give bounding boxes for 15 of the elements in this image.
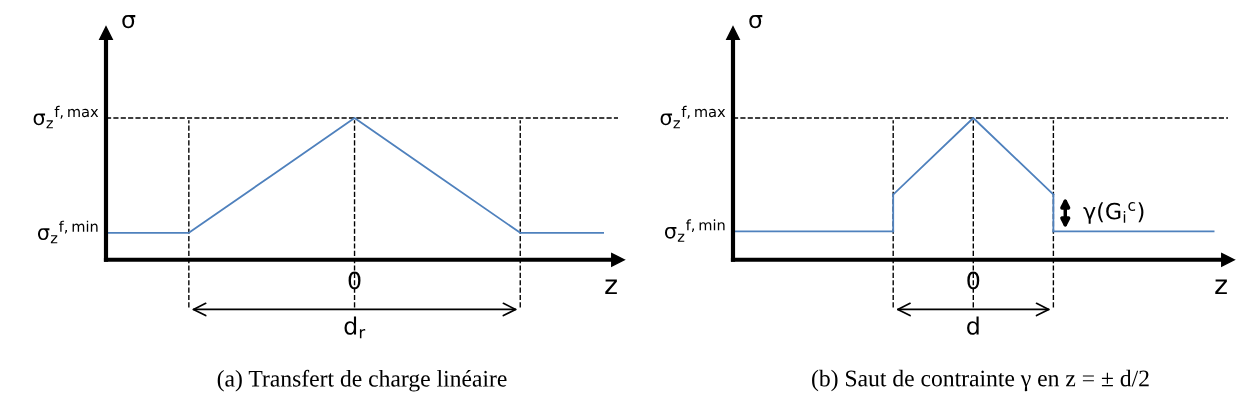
text: d xyxy=(967,316,979,335)
text: d$_{r}$ xyxy=(344,316,366,339)
text: σ$_{z}$$^{f,min}$ xyxy=(664,219,725,242)
annotation: γ(G$_{i}$$^{c}$) xyxy=(1083,202,1144,224)
y-axis-title: σ xyxy=(749,15,763,29)
x-axis-title: z xyxy=(1215,279,1227,295)
text: (a) Transfert de charge linéaire xyxy=(217,369,507,392)
text: (b) Saut de contrainte γ en z = ± d/2 xyxy=(812,369,1149,392)
text: σ$_{z}$$^{f,min}$ xyxy=(37,220,98,244)
text: 0 xyxy=(967,271,980,290)
text: σ$_{z}$$^{f,max}$ xyxy=(660,105,726,129)
text: 0 xyxy=(348,271,361,290)
text: σ$_{z}$$^{f,max}$ xyxy=(33,105,99,129)
y-axis-title: σ xyxy=(122,15,136,29)
x-axis-title: z xyxy=(605,279,617,295)
